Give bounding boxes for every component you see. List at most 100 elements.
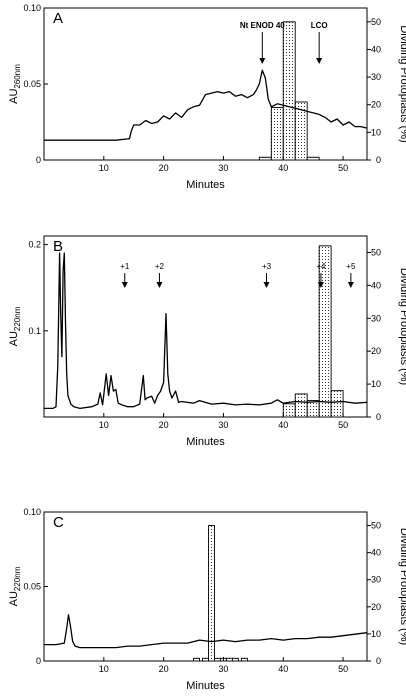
x-tick-label: 40 xyxy=(278,664,288,674)
y-tick-label-left: 0.05 xyxy=(23,582,41,592)
absorbance-trace xyxy=(44,614,368,649)
bar xyxy=(282,21,296,161)
x-axis-title: Minutes xyxy=(186,680,225,692)
bar xyxy=(258,156,272,161)
y-tick-label-right: 30 xyxy=(371,313,381,323)
y-tick-label-left: 0 xyxy=(36,155,41,165)
y-tick-label-right: 50 xyxy=(371,17,381,27)
annotation-label: +2 xyxy=(155,262,165,271)
annotation-label: LCO xyxy=(311,21,328,30)
y-axis-title-right: Dividing Protoplasts (%) xyxy=(398,25,406,142)
y-tick-label-right: 40 xyxy=(371,44,381,54)
x-tick-label: 20 xyxy=(159,163,169,173)
annotation-arrow-head xyxy=(263,282,270,288)
bar xyxy=(270,107,284,161)
y-tick-label-right: 30 xyxy=(371,575,381,585)
annotation-arrow-head xyxy=(121,282,128,288)
y-tick-label-right: 0 xyxy=(376,656,381,666)
x-tick-label: 50 xyxy=(338,664,348,674)
bar xyxy=(208,525,215,662)
bar xyxy=(306,156,320,161)
bar xyxy=(231,657,239,662)
x-tick-label: 50 xyxy=(338,420,348,430)
y-axis-title-left: AU220nm xyxy=(8,306,22,346)
bar xyxy=(318,245,332,418)
plot-frame xyxy=(43,235,368,418)
x-tick-label: 10 xyxy=(99,420,109,430)
y-tick-label-right: 20 xyxy=(371,346,381,356)
x-tick-label: 50 xyxy=(338,163,348,173)
annotation-label: +1 xyxy=(120,262,130,271)
annotation-arrow-head xyxy=(316,58,323,64)
bar xyxy=(294,101,308,161)
y-tick-label-right: 10 xyxy=(371,379,381,389)
bar xyxy=(214,657,221,662)
y-tick-label-left: 0.05 xyxy=(23,79,41,89)
y-axis-title-left-main: AU xyxy=(8,331,20,346)
y-tick-label-right: 40 xyxy=(371,548,381,558)
x-tick-label: 10 xyxy=(99,664,109,674)
bar xyxy=(240,657,248,662)
plot-frame xyxy=(43,511,368,662)
y-tick-label-right: 30 xyxy=(371,72,381,82)
y-axis-title-right: Dividing Protoplasts (%) xyxy=(398,268,406,385)
absorbance-trace xyxy=(44,69,368,141)
y-tick-label-right: 40 xyxy=(371,280,381,290)
y-axis-title-left-main: AU xyxy=(8,89,20,104)
y-tick-label-right: 20 xyxy=(371,602,381,612)
y-tick-label-right: 50 xyxy=(371,247,381,257)
x-tick-label: 30 xyxy=(218,664,228,674)
y-tick-label-left: 0 xyxy=(36,656,41,666)
y-axis-title-left-main: AU xyxy=(8,591,20,606)
y-tick-label-left: 0.2 xyxy=(28,240,41,250)
chart-panel-a: 10 20 30 40 50 0 0.05 0.10 0 10 20 30 40 50 Minutes AU2… xyxy=(8,3,406,191)
annotation-label: +5 xyxy=(346,262,356,271)
plot-frame xyxy=(43,7,368,161)
y-tick-label-right: 0 xyxy=(376,412,381,422)
x-axis-title: Minutes xyxy=(186,436,225,448)
bar xyxy=(225,657,233,662)
x-tick-label: 10 xyxy=(99,163,109,173)
annotation-label: +3 xyxy=(262,262,272,271)
bar xyxy=(282,403,296,418)
y-tick-label-left: 0.10 xyxy=(23,3,41,13)
x-axis-title: Minutes xyxy=(186,179,225,191)
x-tick-label: 30 xyxy=(218,163,228,173)
y-axis-title-left-subscript: 220nm xyxy=(13,566,22,591)
chart-panel-c: 10 20 30 40 50 0 0.05 0.10 0 10 20 30 40 50 Minutes AU2… xyxy=(8,507,406,692)
panel-letter: B xyxy=(53,238,63,255)
annotation-arrow-head xyxy=(317,282,324,288)
x-tick-label: 40 xyxy=(278,420,288,430)
y-tick-label-right: 0 xyxy=(376,155,381,165)
y-axis-title-left: AU260nm xyxy=(8,64,22,104)
y-tick-label-right: 10 xyxy=(371,629,381,639)
annotation-label: +4 xyxy=(316,262,326,271)
chart-panel-b: 10 20 30 40 50 0.1 0.2 0 10 20 30 40 50 Minutes AU220n… xyxy=(8,235,406,448)
y-axis-title-right: Dividing Protoplasts (%) xyxy=(398,528,406,645)
bar xyxy=(202,657,209,662)
x-tick-label: 30 xyxy=(218,420,228,430)
annotation-arrow-head xyxy=(156,282,163,288)
y-tick-label-right: 50 xyxy=(371,521,381,531)
y-tick-label-right: 10 xyxy=(371,127,381,137)
bar xyxy=(193,657,200,662)
y-axis-title-left-subscript: 220nm xyxy=(13,306,22,331)
absorbance-trace xyxy=(44,252,368,410)
x-tick-label: 40 xyxy=(278,163,288,173)
y-tick-label-right: 20 xyxy=(371,100,381,110)
panel-letter: C xyxy=(53,514,64,531)
annotation-arrow-head xyxy=(347,282,354,288)
bar xyxy=(294,393,308,418)
x-tick-label: 20 xyxy=(159,664,169,674)
annotation-arrow-head xyxy=(259,58,266,64)
bar xyxy=(306,400,320,418)
y-axis-title-left: AU220nm xyxy=(8,566,22,606)
y-tick-label-left: 0.1 xyxy=(28,326,41,336)
annotation-label: Nt ENOD 40 xyxy=(240,21,285,30)
y-axis-title-left-subscript: 260nm xyxy=(13,64,22,89)
x-tick-label: 20 xyxy=(159,420,169,430)
panel-letter: A xyxy=(53,10,63,27)
bar xyxy=(330,390,344,418)
